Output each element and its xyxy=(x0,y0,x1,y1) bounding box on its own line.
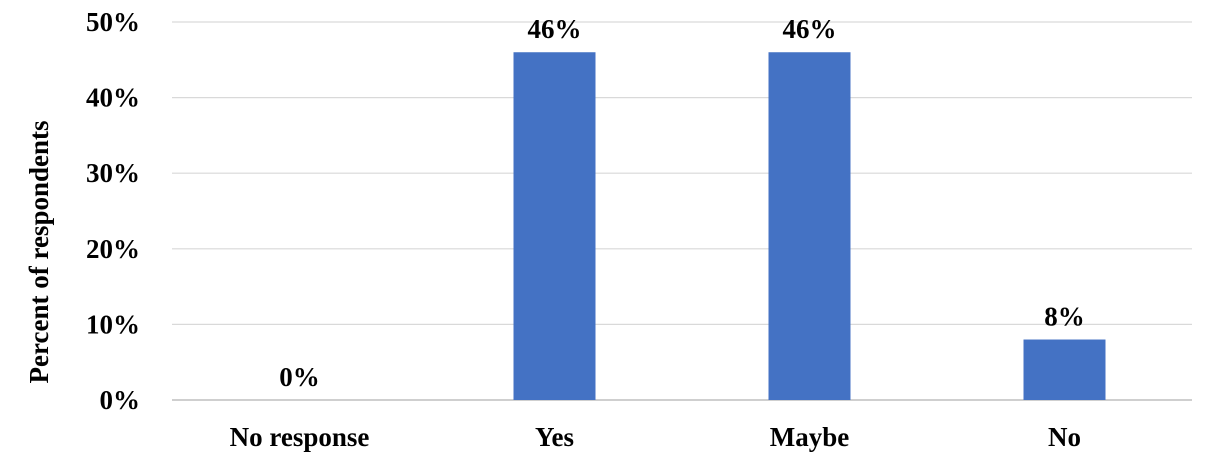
bar-no xyxy=(1023,339,1106,400)
x-tick-label: No response xyxy=(230,422,370,452)
data-label: 46% xyxy=(783,14,837,44)
y-tick-label: 30% xyxy=(86,158,140,188)
y-tick-label: 40% xyxy=(86,83,140,113)
data-label: 8% xyxy=(1044,302,1085,332)
x-tick-label: Maybe xyxy=(770,422,850,452)
bar-yes xyxy=(513,52,596,401)
y-tick-label: 10% xyxy=(86,309,140,339)
y-axis-ticks: 0% 10% 20% 30% 40% 50% xyxy=(86,7,140,415)
x-tick-label: No xyxy=(1048,422,1081,452)
y-axis-title: Percent of respondents xyxy=(24,121,54,384)
x-axis-ticks: No response Yes Maybe No xyxy=(230,422,1081,452)
y-tick-label: 20% xyxy=(86,234,140,264)
bars xyxy=(513,52,1106,401)
x-tick-label: Yes xyxy=(535,422,574,452)
data-label: 0% xyxy=(279,362,320,392)
gridlines xyxy=(172,21,1192,401)
y-tick-label: 0% xyxy=(100,385,141,415)
y-tick-label: 50% xyxy=(86,7,140,37)
data-labels: 0% 46% 46% 8% xyxy=(279,14,1085,392)
bar-maybe xyxy=(768,52,851,401)
data-label: 46% xyxy=(528,14,582,44)
